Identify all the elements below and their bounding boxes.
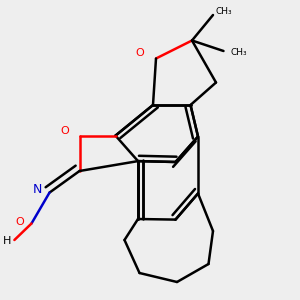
Text: O: O: [15, 217, 24, 227]
Text: CH₃: CH₃: [230, 48, 247, 57]
Text: H: H: [3, 236, 11, 247]
Text: CH₃: CH₃: [215, 8, 232, 16]
Text: N: N: [33, 183, 42, 196]
Text: O: O: [135, 48, 144, 58]
Text: O: O: [61, 126, 70, 136]
